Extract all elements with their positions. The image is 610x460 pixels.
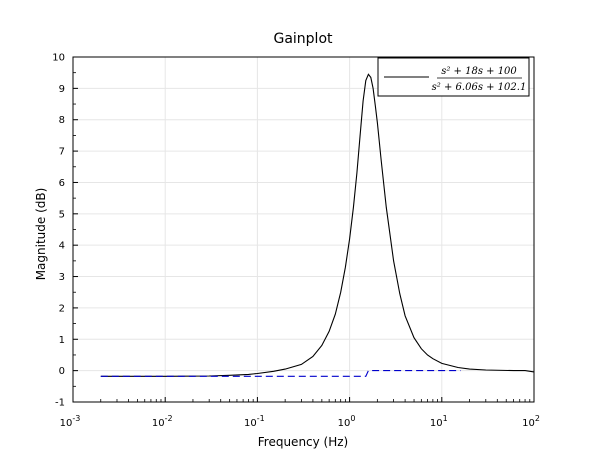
x-axis-title: Frequency (Hz) (258, 435, 349, 449)
x-tick-exponent: 1 (443, 414, 448, 423)
x-tick-labels: 10-3 10-2 10-1 100 101 102 (60, 414, 540, 429)
x-tick-label: 101 (430, 414, 448, 429)
ticks (72, 56, 535, 403)
y-tick-label: 2 (59, 303, 65, 314)
legend-denominator: s² + 6.06s + 102.1 (432, 82, 527, 93)
y-tick-label: 7 (59, 147, 65, 158)
x-tick-label: 102 (522, 414, 540, 429)
x-tick-exponent: 0 (350, 414, 355, 423)
x-tick-base: 10 (338, 418, 351, 429)
series-line-2 (100, 370, 461, 377)
chart-title: Gainplot (273, 31, 333, 47)
y-tick-label: -1 (55, 398, 65, 409)
grid (72, 56, 535, 403)
series-line-1 (100, 73, 535, 377)
x-tick-base: 10 (152, 418, 165, 429)
x-tick-exponent: -1 (257, 414, 265, 423)
x-tick-base: 10 (522, 418, 535, 429)
x-tick-label: 100 (338, 414, 356, 429)
y-tick-label: 10 (52, 53, 65, 64)
x-tick-base: 10 (244, 418, 257, 429)
series (100, 73, 535, 377)
y-tick-label: 0 (59, 366, 65, 377)
y-tick-label: 3 (59, 272, 65, 283)
y-tick-label: 8 (59, 115, 65, 126)
x-tick-exponent: -2 (165, 414, 173, 423)
y-tick-labels: -1 0 1 2 3 4 5 6 7 8 9 10 (52, 53, 65, 409)
x-tick-base: 10 (60, 418, 73, 429)
y-axis-title: Magnitude (dB) (34, 188, 48, 281)
legend: s² + 18s + 100 s² + 6.06s + 102.1 (377, 57, 530, 97)
x-tick-base: 10 (430, 418, 443, 429)
y-tick-label: 9 (59, 84, 65, 95)
x-tick-label: 10-3 (60, 414, 81, 429)
x-tick-exponent: -3 (72, 414, 80, 423)
y-tick-label: 1 (59, 335, 65, 346)
x-tick-label: 10-2 (152, 414, 173, 429)
plot-frame (72, 56, 535, 403)
x-tick-label: 10-1 (244, 414, 265, 429)
x-tick-exponent: 2 (535, 414, 540, 423)
y-tick-label: 5 (59, 209, 65, 220)
y-tick-label: 6 (59, 178, 65, 189)
y-tick-label: 4 (59, 241, 65, 252)
legend-numerator: s² + 18s + 100 (441, 66, 517, 77)
